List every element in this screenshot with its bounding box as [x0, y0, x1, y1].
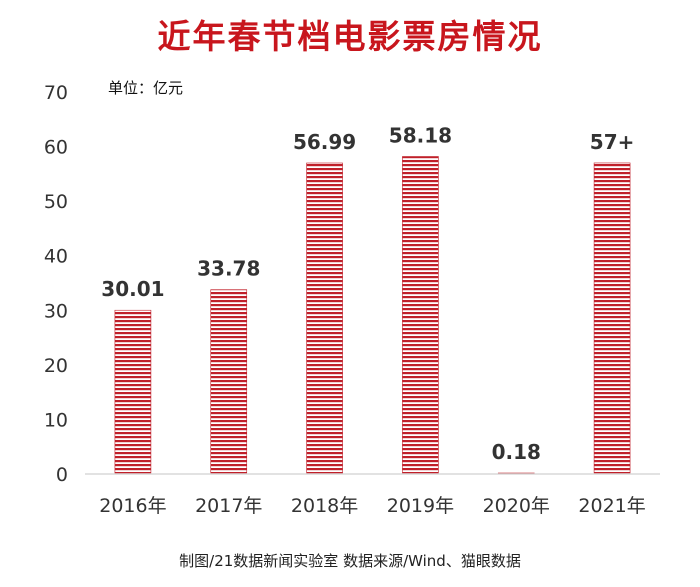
bar — [210, 289, 248, 475]
x-tick-label: 2018年 — [291, 495, 358, 517]
data-label: 0.18 — [492, 440, 541, 464]
bar — [306, 162, 343, 475]
y-tick-label: 0 — [56, 464, 68, 486]
y-tick-label: 20 — [44, 355, 68, 377]
data-label: 56.99 — [293, 130, 356, 154]
chart-title: 近年春节档电影票房情况 — [157, 17, 543, 56]
y-tick-label: 40 — [44, 246, 68, 268]
x-tick-label: 2017年 — [195, 495, 262, 517]
x-tick-label: 2020年 — [483, 495, 550, 517]
y-tick-label: 60 — [44, 137, 68, 159]
bars-group — [114, 156, 631, 475]
y-tick-label: 10 — [44, 409, 68, 431]
bar — [593, 162, 631, 475]
x-axis: 2016年 2017年 2018年 2019年 2020年 2021年 — [99, 495, 646, 517]
bar — [402, 156, 439, 475]
data-label: 57+ — [590, 130, 635, 154]
x-tick-label: 2016年 — [99, 495, 166, 517]
bar — [114, 309, 152, 475]
y-tick-label: 30 — [44, 300, 68, 322]
data-label: 30.01 — [101, 277, 164, 301]
y-tick-label: 70 — [44, 82, 68, 104]
y-tick-label: 50 — [44, 191, 68, 213]
x-tick-label: 2019年 — [387, 495, 454, 517]
unit-label: 单位：亿元 — [108, 79, 184, 97]
data-label: 33.78 — [197, 257, 260, 281]
y-axis: 0 10 20 30 40 50 60 70 — [44, 82, 68, 486]
x-tick-label: 2021年 — [578, 495, 645, 517]
data-labels-group: 30.01 33.78 56.99 58.18 0.18 57+ — [101, 124, 634, 465]
data-label: 58.18 — [389, 124, 452, 148]
source-note: 制图/21数据新闻实验室 数据来源/Wind、猫眼数据 — [179, 552, 521, 570]
